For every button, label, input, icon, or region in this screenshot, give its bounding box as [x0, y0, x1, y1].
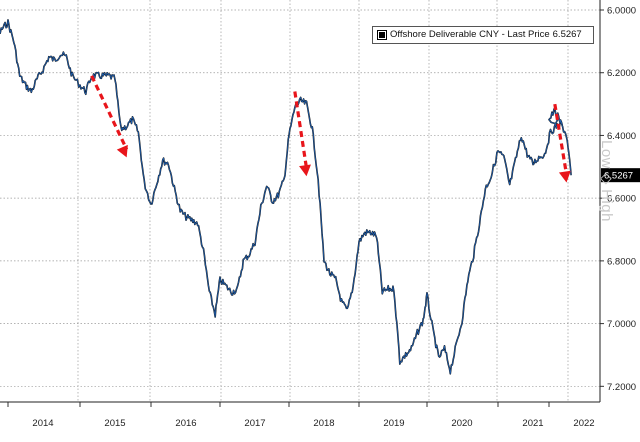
legend-swatch-icon: [377, 30, 387, 40]
annotation-arrow-shaft: [90, 75, 129, 151]
chart-legend: Offshore Deliverable CNY - Last Price 6.…: [372, 26, 594, 44]
series-line: [0, 19, 572, 375]
y-tick-label: 6.2000: [607, 68, 636, 79]
diamond-icon: ◇: [598, 173, 615, 186]
y-tick-label: 7.2000: [607, 382, 636, 393]
x-tick-label: 2022: [573, 418, 594, 429]
annotation-arrow-head: [116, 144, 128, 158]
x-tick-label: 2019: [383, 418, 404, 429]
y-tick-label: 6.0000: [607, 6, 636, 17]
y-tick-label: 7.0000: [607, 319, 636, 330]
x-tick-label: 2017: [244, 418, 265, 429]
annotation-arrow-shaft: [553, 103, 569, 175]
legend-last-price: 6.5267: [552, 29, 582, 40]
y-tick-label: 6.6000: [607, 194, 636, 205]
x-tick-label: 2020: [451, 418, 472, 429]
plot-area: [0, 0, 601, 403]
annotation-arrow-head: [299, 164, 311, 177]
annotation-arrow-shaft: [293, 91, 309, 169]
x-tick-label: 2018: [313, 418, 334, 429]
last-price-label: 6.5267: [604, 171, 633, 182]
y-tick-label: 6.4000: [607, 131, 636, 142]
x-tick-label: 2015: [104, 418, 125, 429]
last-price-marker: [601, 168, 640, 183]
y-tick-label: 6.8000: [607, 256, 636, 267]
low-high-axis-label: Low ◇ High: [598, 140, 616, 222]
axis-label-low: Low: [598, 140, 615, 170]
axis-label-high: High: [598, 189, 615, 222]
x-tick-label: 2014: [32, 418, 53, 429]
x-tick-label: 2016: [175, 418, 196, 429]
x-tick-label: 2021: [522, 418, 543, 429]
annotation-arrow-head: [558, 170, 571, 183]
legend-series-name: Offshore Deliverable CNY - Last Price: [390, 29, 550, 40]
